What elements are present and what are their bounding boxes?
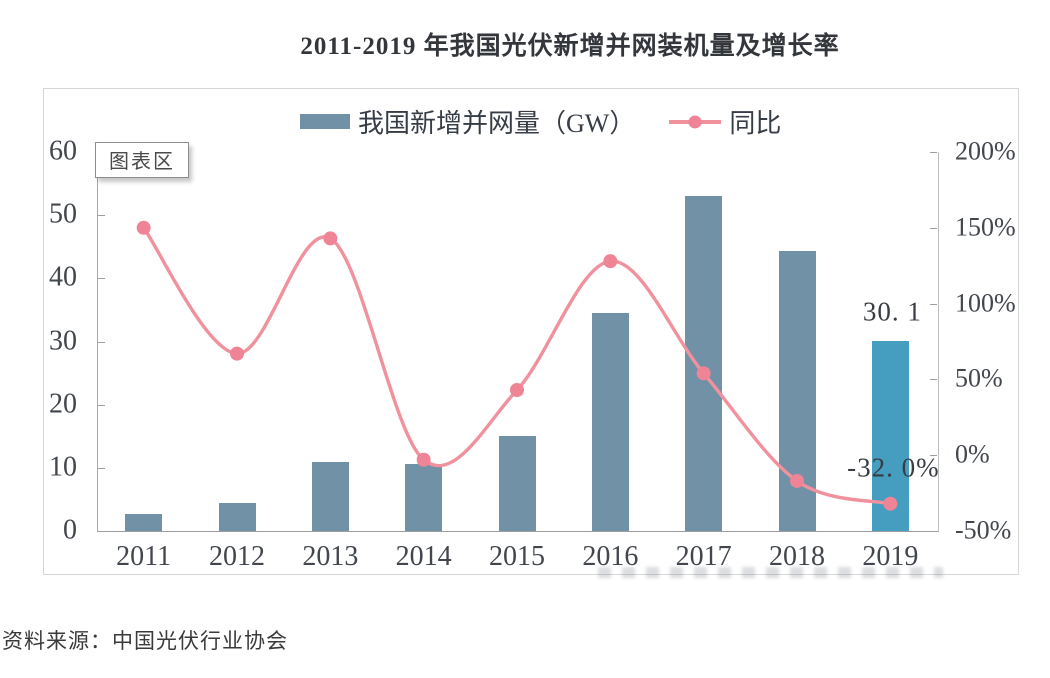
plot-area[interactable] <box>97 152 939 532</box>
left-axis-tickmark <box>98 404 105 406</box>
bar-2019-value-label: 30. 1 <box>862 296 922 327</box>
right-axis-tickmark <box>930 227 937 229</box>
left-axis-tick-label: 40 <box>49 261 77 293</box>
left-axis-tick-label: 10 <box>49 451 77 483</box>
x-axis-label-2015: 2015 <box>489 541 545 572</box>
bar-2018[interactable] <box>778 251 816 531</box>
x-axis-label-2016: 2016 <box>582 541 639 572</box>
x-axis-label-2013: 2013 <box>302 541 359 572</box>
left-axis-tickmark <box>98 215 105 217</box>
bar-2012[interactable] <box>218 502 256 531</box>
right-axis-tick-label: 150% <box>955 212 1016 242</box>
legend: 我国新增并网量（GW） 同比 <box>300 103 815 140</box>
legend-item-line[interactable]: 同比 <box>669 103 781 140</box>
x-axis-label-2012: 2012 <box>209 541 265 572</box>
growth-2019-value-label: -32. 0% <box>847 452 940 483</box>
left-axis-tick-label: 60 <box>49 135 77 167</box>
left-axis-tick-label: 20 <box>49 388 77 420</box>
legend-item-bars[interactable]: 我国新增并网量（GW） <box>300 103 635 140</box>
right-axis-tickmark <box>930 152 937 153</box>
x-axis-label-2017: 2017 <box>675 541 732 572</box>
left-axis-tick-label: 30 <box>49 324 77 356</box>
right-axis-tick-label: -50% <box>955 515 1012 545</box>
right-axis-tick-label: 0% <box>955 439 990 469</box>
right-axis-tick-label: 200% <box>955 136 1016 166</box>
left-axis-tickmark <box>98 341 105 343</box>
bar-2015[interactable] <box>498 435 536 531</box>
legend-bars-label: 我国新增并网量（GW） <box>358 109 636 138</box>
bar-2017[interactable] <box>685 195 723 531</box>
bar-2011[interactable] <box>125 513 163 531</box>
x-axis-label-2014: 2014 <box>395 541 452 572</box>
line-series-dot-icon <box>688 115 702 128</box>
watermark-remnant <box>598 567 943 578</box>
bar-2016[interactable] <box>591 313 629 531</box>
left-axis-tickmark <box>98 278 105 280</box>
right-axis-tickmark <box>930 455 937 457</box>
chart-title: 2011-2019 年我国光伏新增并网装机量及增长率 <box>300 33 840 60</box>
bar-series-swatch <box>300 114 350 129</box>
right-axis-tick-label: 50% <box>955 363 1003 393</box>
left-axis-tickmark <box>98 467 105 469</box>
right-axis-tick-label: 100% <box>955 287 1016 317</box>
right-axis-tickmark <box>930 531 937 532</box>
line-series-swatch <box>669 115 722 128</box>
x-axis-label-2011: 2011 <box>116 541 172 572</box>
left-axis-tick-label: 0 <box>63 514 77 546</box>
bar-2019[interactable] <box>871 340 909 531</box>
x-axis-label-2019: 2019 <box>862 541 919 572</box>
source-note: 资料来源：中国光伏行业协会 <box>2 630 288 653</box>
left-axis-tick-label: 50 <box>49 198 77 230</box>
bar-2013[interactable] <box>311 462 349 531</box>
right-axis-tickmark <box>930 379 937 381</box>
chart-area-tooltip: 图表区 <box>95 142 189 178</box>
legend-line-label: 同比 <box>729 109 782 138</box>
bar-2014[interactable] <box>405 464 443 531</box>
right-axis-tickmark <box>930 303 937 305</box>
x-axis-label-2018: 2018 <box>769 541 825 572</box>
